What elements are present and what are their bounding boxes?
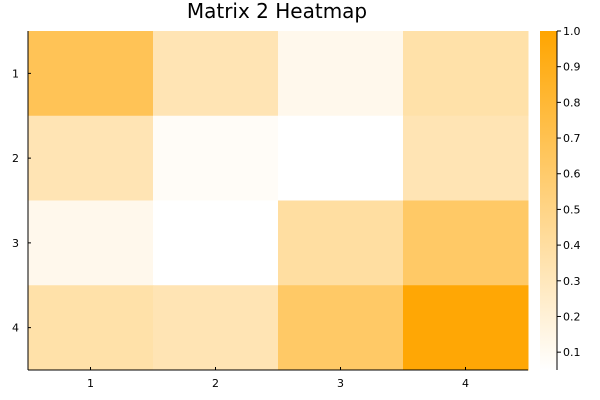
heatmap-cell <box>278 31 404 117</box>
heatmap-cell <box>28 200 154 286</box>
y-tick-label: 3 <box>12 237 19 250</box>
x-tick-label: 3 <box>337 377 344 390</box>
colorbar-tick-label: 1.0 <box>563 25 581 38</box>
heatmap-cell <box>153 200 279 286</box>
colorbar-tick-label: 0.1 <box>563 346 581 359</box>
colorbar-tick-label: 0.8 <box>563 96 581 109</box>
y-tick-label: 4 <box>12 322 19 335</box>
heatmap-cell <box>278 285 404 371</box>
heatmap-cell <box>28 285 154 371</box>
heatmap-cell <box>278 200 404 286</box>
x-tick-label: 4 <box>462 377 469 390</box>
y-tick-label: 2 <box>12 152 19 165</box>
heatmap-cell <box>403 115 529 201</box>
colorbar-tick-label: 0.7 <box>563 132 581 145</box>
axes: 1 2 3 4 1 2 3 4 <box>12 31 528 390</box>
colorbar-tick-label: 0.2 <box>563 310 581 323</box>
heatmap-cell <box>403 285 529 371</box>
colorbar-tick-label: 0.5 <box>563 203 581 216</box>
colorbar-tick-label: 0.4 <box>563 239 581 252</box>
x-tick-label: 1 <box>87 377 94 390</box>
x-tick-label: 2 <box>212 377 219 390</box>
heatmap-cell <box>153 115 279 201</box>
heatmap-cells <box>28 31 529 371</box>
heatmap-cell <box>403 200 529 286</box>
colorbar-tick-label: 0.9 <box>563 61 581 74</box>
heatmap-cell <box>153 285 279 371</box>
heatmap-cell <box>28 31 154 117</box>
heatmap-cell <box>278 115 404 201</box>
heatmap-cell <box>403 31 529 117</box>
colorbar-tick-label: 0.6 <box>563 168 581 181</box>
y-tick-label: 1 <box>12 67 19 80</box>
heatmap-cell <box>28 115 154 201</box>
colorbar-gradient <box>540 31 557 370</box>
colorbar-tick-label: 0.3 <box>563 275 581 288</box>
colorbar: 0.1 0.2 0.3 0.4 0.5 0.6 0.7 0.8 0.9 1.0 <box>540 25 581 370</box>
chart-title: Matrix 2 Heatmap <box>187 0 367 23</box>
heatmap-cell <box>153 31 279 117</box>
